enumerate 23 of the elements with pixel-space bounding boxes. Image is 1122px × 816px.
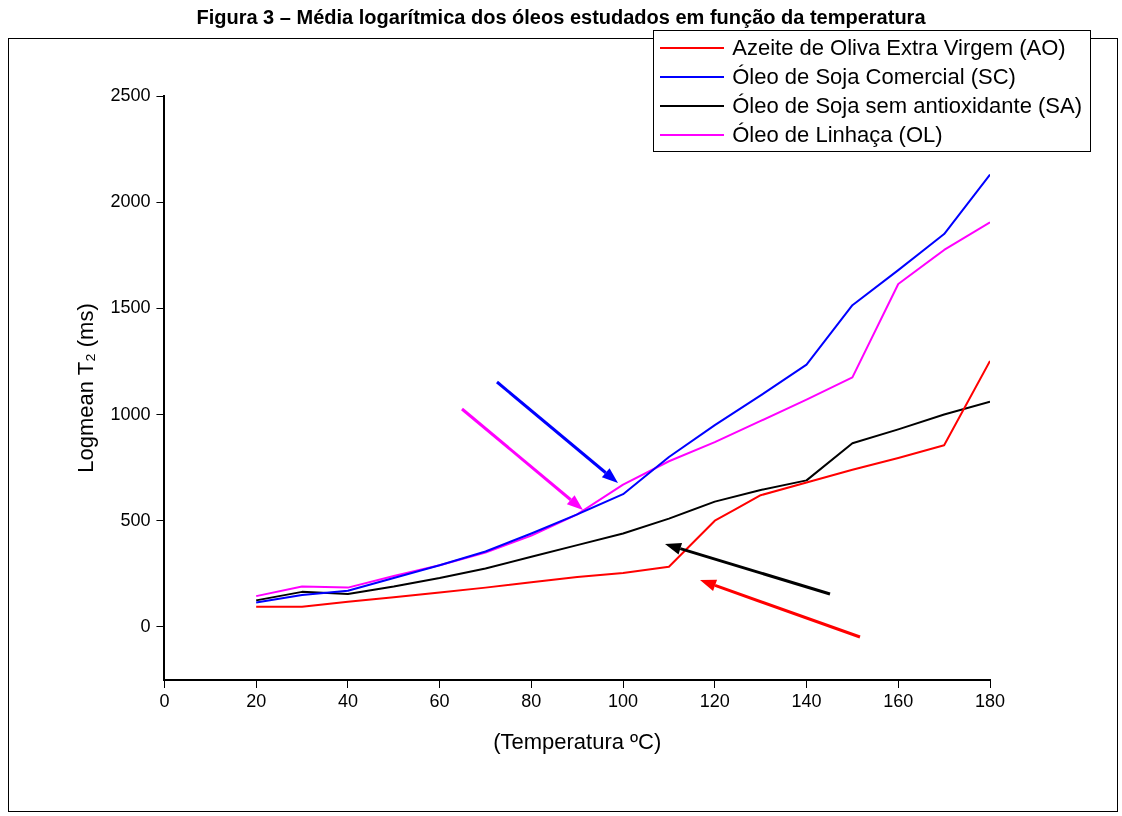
y-axis-title: Logmean T₂ (ms) [73,303,99,473]
legend-label: Óleo de Soja Comercial (SC) [732,63,1016,91]
legend-label: Óleo de Linhaça (OL) [732,121,943,149]
x-tick-label: 0 [159,690,170,711]
y-tick-label: 2000 [110,191,151,212]
legend-label: Óleo de Soja sem antioxidante (SA) [732,92,1082,120]
x-tick-label: 60 [429,690,450,711]
y-tick-label: 1000 [110,403,151,424]
x-tick-label: 120 [699,690,730,711]
x-tick-label: 100 [608,690,639,711]
x-tick-label: 40 [337,690,358,711]
x-tick-label: 180 [974,690,1006,711]
chart-title: Figura 3 – Média logarítmica dos óleos estudados em função da temperatura [195,6,927,29]
y-tick-label: 0 [140,615,151,636]
x-axis-title: (Temperatura ºC) [493,728,662,754]
x-tick-label: 160 [883,690,914,711]
x-tick-label: 80 [521,690,542,711]
legend-label: Azeite de Oliva Extra Virgem (AO) [732,34,1066,62]
x-tick-label: 20 [246,690,267,711]
y-tick-label: 1500 [110,297,151,318]
y-tick-label: 500 [120,509,151,530]
y-tick-label: 2500 [110,84,151,105]
x-tick-label: 140 [791,690,822,711]
